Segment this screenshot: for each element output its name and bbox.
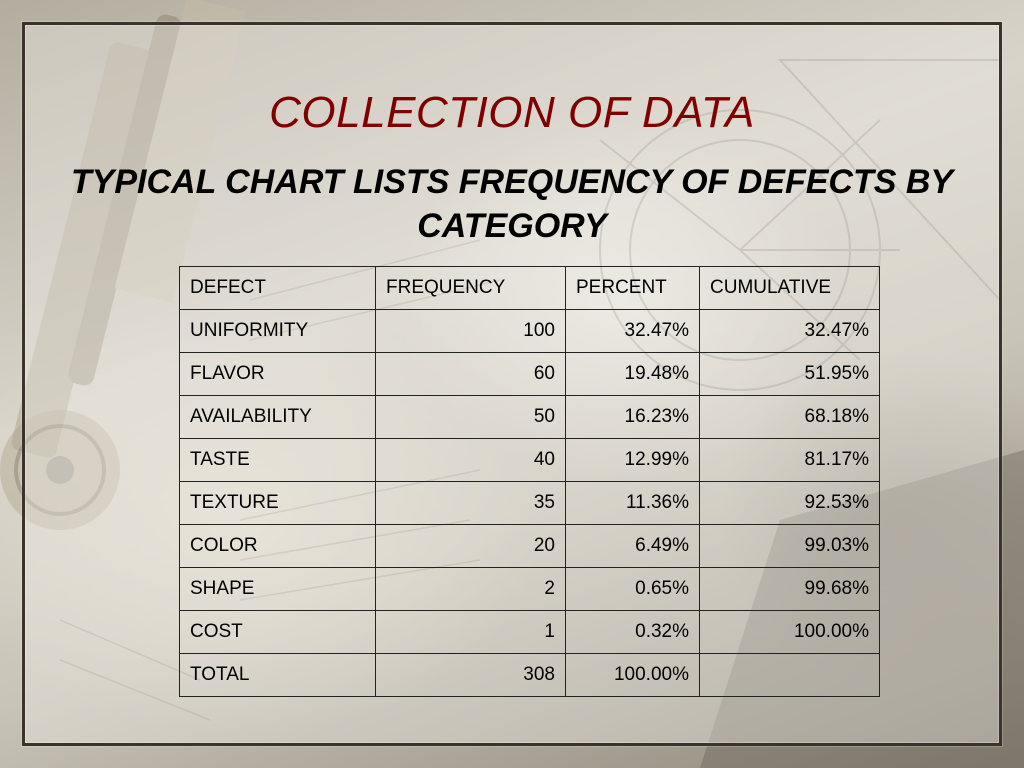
total-cumulative-cell — [699, 653, 880, 697]
header-cumulative: CUMULATIVE — [699, 266, 880, 310]
defect-cell: TASTE — [179, 438, 376, 482]
table-row: TEXTURE 35 11.36% 92.53% — [179, 481, 880, 525]
table-row: COLOR 20 6.49% 99.03% — [179, 524, 880, 568]
slide-subtitle: TYPICAL CHART LISTS FREQUENCY OF DEFECTS… — [70, 163, 954, 245]
frequency-cell: 35 — [375, 481, 566, 525]
percent-cell: 11.36% — [565, 481, 700, 525]
table-header-row: DEFECT FREQUENCY PERCENT CUMULATIVE — [179, 266, 880, 310]
defect-cell: FLAVOR — [179, 352, 376, 396]
header-frequency: FREQUENCY — [375, 266, 566, 310]
defects-table: DEFECT FREQUENCY PERCENT CUMULATIVE UNIF… — [179, 266, 880, 697]
table-row: SHAPE 2 0.65% 99.68% — [179, 567, 880, 611]
cumulative-cell: 81.17% — [699, 438, 880, 482]
cumulative-cell: 99.03% — [699, 524, 880, 568]
table-row: UNIFORMITY 100 32.47% 32.47% — [179, 309, 880, 353]
frequency-cell: 50 — [375, 395, 566, 439]
header-percent: PERCENT — [565, 266, 700, 310]
defect-cell: UNIFORMITY — [179, 309, 376, 353]
table-row: FLAVOR 60 19.48% 51.95% — [179, 352, 880, 396]
cumulative-cell: 99.68% — [699, 567, 880, 611]
total-percent-cell: 100.00% — [565, 653, 700, 697]
defect-cell: AVAILABILITY — [179, 395, 376, 439]
slide-title: COLLECTION OF DATA — [269, 88, 755, 137]
frequency-cell: 20 — [375, 524, 566, 568]
table-row: TASTE 40 12.99% 81.17% — [179, 438, 880, 482]
cumulative-cell: 92.53% — [699, 481, 880, 525]
total-frequency-cell: 308 — [375, 653, 566, 697]
percent-cell: 16.23% — [565, 395, 700, 439]
table-row: AVAILABILITY 50 16.23% 68.18% — [179, 395, 880, 439]
frequency-cell: 40 — [375, 438, 566, 482]
defect-cell: COLOR — [179, 524, 376, 568]
table-row: COST 1 0.32% 100.00% — [179, 610, 880, 654]
percent-cell: 0.65% — [565, 567, 700, 611]
defect-cell: COST — [179, 610, 376, 654]
percent-cell: 19.48% — [565, 352, 700, 396]
cumulative-cell: 32.47% — [699, 309, 880, 353]
frequency-cell: 100 — [375, 309, 566, 353]
cumulative-cell: 51.95% — [699, 352, 880, 396]
defect-cell: SHAPE — [179, 567, 376, 611]
cumulative-cell: 100.00% — [699, 610, 880, 654]
percent-cell: 6.49% — [565, 524, 700, 568]
frequency-cell: 2 — [375, 567, 566, 611]
header-defect: DEFECT — [179, 266, 376, 310]
frequency-cell: 60 — [375, 352, 566, 396]
percent-cell: 12.99% — [565, 438, 700, 482]
defect-cell: TEXTURE — [179, 481, 376, 525]
percent-cell: 32.47% — [565, 309, 700, 353]
percent-cell: 0.32% — [565, 610, 700, 654]
frequency-cell: 1 — [375, 610, 566, 654]
total-label-cell: TOTAL — [179, 653, 376, 697]
table-total-row: TOTAL 308 100.00% — [179, 653, 880, 697]
cumulative-cell: 68.18% — [699, 395, 880, 439]
